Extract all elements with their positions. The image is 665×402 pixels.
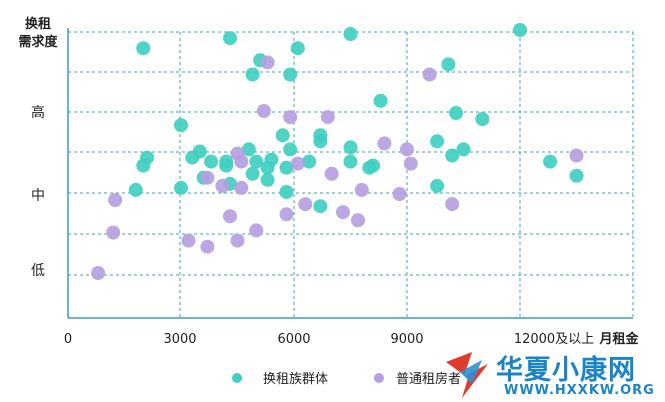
legend-marker-regular-renters xyxy=(374,373,384,383)
data-point-regular-renters xyxy=(200,239,215,254)
data-point-swap-renters xyxy=(275,128,290,143)
data-point-swap-renters xyxy=(302,154,317,169)
data-point-regular-renters xyxy=(354,182,369,197)
data-point-regular-renters xyxy=(91,266,106,280)
data-point-regular-renters xyxy=(200,170,215,185)
watermark-url: WWW.HXXKW.ORG xyxy=(504,383,655,398)
data-point-regular-renters xyxy=(106,225,121,240)
data-point-swap-renters xyxy=(245,166,260,181)
data-point-swap-renters xyxy=(290,41,305,56)
y-axis-title-line2: 需求度 xyxy=(18,34,58,50)
x-tick-label-3000: 3000 xyxy=(163,332,196,347)
data-point-swap-renters xyxy=(223,31,237,46)
data-point-swap-renters xyxy=(260,160,275,175)
data-point-swap-renters xyxy=(543,154,558,169)
data-point-swap-renters xyxy=(343,27,358,41)
y-tick-label-low: 低 xyxy=(31,263,45,279)
data-points xyxy=(91,23,584,280)
x-tick-label-12000-plus: 12000及以上 xyxy=(514,332,594,347)
data-point-swap-renters xyxy=(313,134,328,149)
data-point-swap-renters xyxy=(174,118,188,133)
data-point-regular-renters xyxy=(256,104,271,118)
data-point-regular-renters xyxy=(279,207,294,222)
data-point-regular-renters xyxy=(422,67,437,82)
data-point-regular-renters xyxy=(215,178,230,193)
data-point-swap-renters xyxy=(313,199,328,214)
data-point-regular-renters xyxy=(108,193,123,208)
grid-lines xyxy=(68,31,634,318)
data-point-regular-renters xyxy=(249,223,264,238)
data-point-swap-renters xyxy=(249,154,264,169)
data-point-regular-renters xyxy=(320,110,335,125)
data-point-swap-renters xyxy=(569,168,584,183)
data-point-regular-renters xyxy=(336,205,350,220)
data-point-regular-renters xyxy=(290,156,305,171)
data-point-regular-renters xyxy=(400,142,414,157)
y-tick-label-mid: 中 xyxy=(31,188,45,204)
data-point-regular-renters xyxy=(351,213,365,228)
data-point-swap-renters xyxy=(373,93,388,108)
data-point-swap-renters xyxy=(279,160,294,175)
data-point-swap-renters xyxy=(475,112,490,127)
data-point-swap-renters xyxy=(283,142,298,157)
y-axis-title-line1: 换租 xyxy=(25,16,51,32)
data-point-regular-renters xyxy=(377,136,392,151)
y-tick-label-high: 高 xyxy=(31,104,45,121)
data-point-swap-renters xyxy=(128,182,143,197)
data-point-swap-renters xyxy=(245,67,260,82)
axes xyxy=(67,28,633,319)
data-point-regular-renters xyxy=(298,197,313,212)
legend: 换租族群体 普通租房者 xyxy=(232,371,461,387)
data-point-swap-renters xyxy=(279,185,294,199)
data-point-swap-renters xyxy=(445,148,460,163)
legend-label-regular-renters: 普通租房者 xyxy=(396,371,461,387)
data-point-regular-renters xyxy=(324,166,339,181)
data-point-swap-renters xyxy=(136,158,151,173)
x-axis-title: 月租金 xyxy=(598,331,639,347)
data-point-swap-renters xyxy=(174,180,188,195)
data-point-swap-renters xyxy=(456,142,471,157)
data-point-regular-renters xyxy=(181,233,196,248)
data-point-regular-renters xyxy=(445,197,460,212)
x-tick-label-9000: 9000 xyxy=(390,332,423,347)
data-point-swap-renters xyxy=(449,106,463,120)
data-point-regular-renters xyxy=(230,233,245,248)
data-point-regular-renters xyxy=(403,156,418,171)
data-point-swap-renters xyxy=(343,140,358,155)
data-point-swap-renters xyxy=(204,154,219,169)
data-point-swap-renters xyxy=(430,134,445,149)
data-point-swap-renters xyxy=(219,158,234,173)
data-point-swap-renters xyxy=(441,57,456,72)
x-tick-label-6000: 6000 xyxy=(277,332,310,347)
data-point-regular-renters xyxy=(234,154,249,169)
data-point-swap-renters xyxy=(343,154,358,169)
data-point-regular-renters xyxy=(569,148,584,163)
data-point-swap-renters xyxy=(513,23,527,37)
data-point-swap-renters xyxy=(241,142,256,157)
x-tick-label-0: 0 xyxy=(64,332,72,347)
data-point-swap-renters xyxy=(362,160,377,175)
watermark: 华夏小康网 WWW.HXXKW.ORG xyxy=(440,350,665,402)
data-point-swap-renters xyxy=(260,172,275,187)
data-point-swap-renters xyxy=(136,41,151,56)
data-point-swap-renters xyxy=(283,67,298,82)
data-point-regular-renters xyxy=(283,110,298,125)
data-point-regular-renters xyxy=(234,180,249,195)
legend-marker-swap-renters xyxy=(232,373,242,383)
watermark-title: 华夏小康网 xyxy=(496,355,636,386)
data-point-regular-renters xyxy=(223,209,237,224)
data-point-regular-renters xyxy=(392,187,407,201)
legend-label-swap-renters: 换租族群体 xyxy=(263,371,328,387)
data-point-swap-renters xyxy=(185,150,200,165)
data-point-regular-renters xyxy=(260,55,275,70)
watermark-logo-icon xyxy=(446,352,488,398)
data-point-swap-renters xyxy=(430,178,445,193)
